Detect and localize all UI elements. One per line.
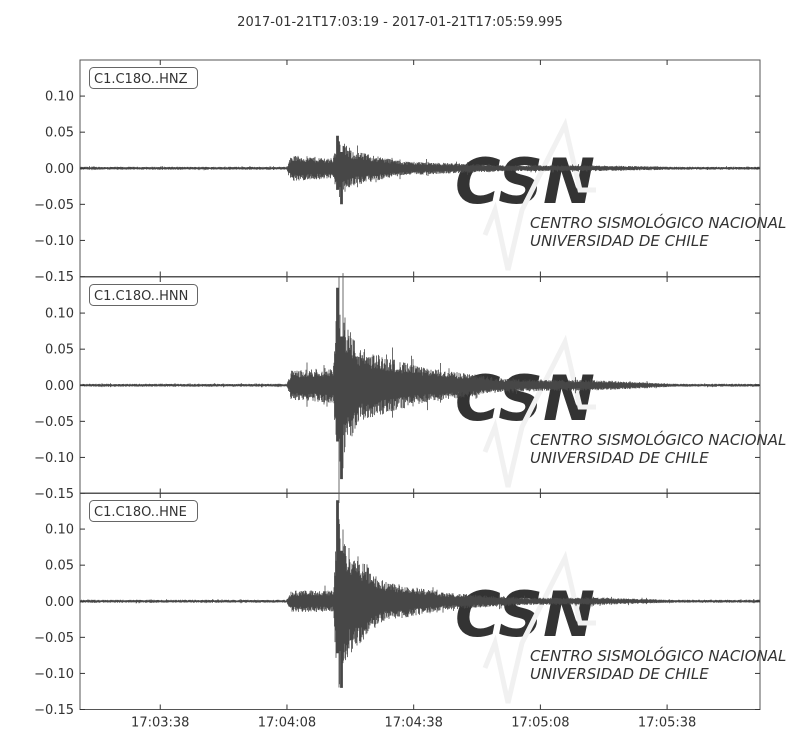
x-tick-label: 17:05:08	[511, 716, 569, 731]
y-tick-label: 0.00	[45, 379, 74, 394]
y-tick-label: −0.15	[34, 487, 74, 502]
watermark-wave-icon	[482, 334, 596, 488]
x-tick-label: 17:04:08	[258, 716, 316, 731]
y-tick-label: −0.05	[34, 198, 74, 213]
watermark-line1: CENTRO SISMOLÓGICO NACIONAL	[530, 430, 786, 449]
trace-label-box	[89, 284, 198, 306]
watermark-wave-icon	[482, 117, 596, 271]
waveform-trace	[79, 273, 760, 503]
trace-label: C1.C18O..HNZ	[94, 72, 188, 87]
watermark-wave-icon	[482, 550, 596, 704]
y-tick-label: 0.05	[45, 126, 74, 141]
y-tick-label: −0.05	[34, 631, 74, 646]
y-tick-label: −0.15	[34, 270, 74, 285]
watermark-line2: UNIVERSIDAD DE CHILE	[530, 665, 709, 683]
y-tick-label: 0.05	[45, 559, 74, 574]
y-tick-label: −0.05	[34, 415, 74, 430]
trace-label-box	[89, 67, 198, 89]
x-tick-label: 17:03:38	[131, 716, 189, 731]
y-tick-label: −0.15	[34, 703, 74, 718]
watermark-line1: CENTRO SISMOLÓGICO NACIONAL	[530, 213, 786, 232]
x-tick-label: 17:04:38	[384, 716, 442, 731]
y-tick-label: 0.05	[45, 343, 74, 358]
y-tick-label: 0.00	[45, 162, 74, 177]
watermark-line2: UNIVERSIDAD DE CHILE	[530, 232, 709, 250]
trace-label: C1.C18O..HNE	[94, 505, 187, 520]
watermark-line2: UNIVERSIDAD DE CHILE	[530, 449, 709, 467]
y-tick-label: 0.10	[45, 523, 74, 538]
trace-label-box	[89, 500, 198, 522]
y-tick-label: −0.10	[34, 451, 74, 466]
trace-label: C1.C18O..HNN	[94, 289, 188, 304]
y-tick-label: 0.10	[45, 307, 74, 322]
x-tick-label: 17:05:38	[638, 716, 696, 731]
y-tick-label: 0.00	[45, 595, 74, 610]
chart-title: 2017-01-21T17:03:19 - 2017-01-21T17:05:5…	[237, 15, 563, 30]
y-tick-label: 0.10	[45, 90, 74, 105]
waveform-trace	[79, 135, 760, 205]
watermark-line1: CENTRO SISMOLÓGICO NACIONAL	[530, 646, 786, 665]
y-tick-label: −0.10	[34, 234, 74, 249]
y-tick-label: −0.10	[34, 667, 74, 682]
